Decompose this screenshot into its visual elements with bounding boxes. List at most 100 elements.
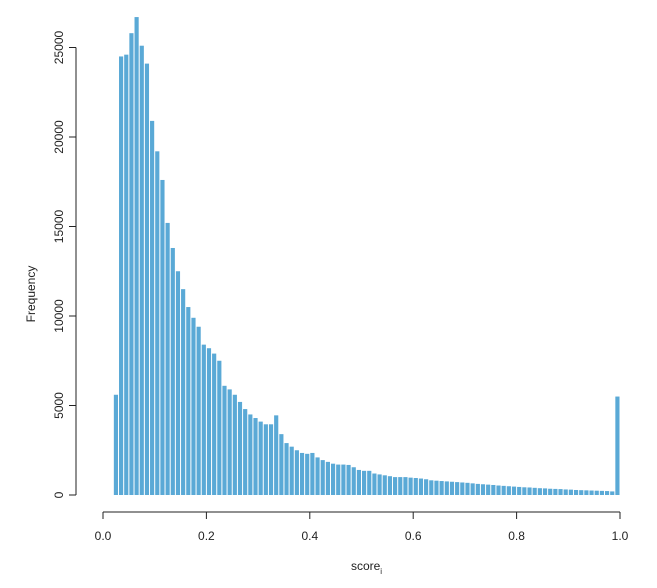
histogram-bar xyxy=(289,446,294,495)
y-tick-label: 10000 xyxy=(52,299,66,333)
histogram-bar xyxy=(403,477,408,495)
x-axis: 0.0 0.2 0.4 0.6 0.8 1.0 scorei xyxy=(95,511,629,576)
histogram-bar xyxy=(253,418,258,495)
histogram-bar xyxy=(341,464,346,495)
histogram-bar xyxy=(424,479,429,495)
histogram-bar xyxy=(517,486,522,495)
histogram-bar xyxy=(522,487,527,495)
histogram-bar xyxy=(186,307,191,495)
histogram-bar xyxy=(444,481,449,495)
x-tick-label: 0.2 xyxy=(198,529,215,543)
histogram-bar xyxy=(119,56,124,495)
y-tick-label: 25000 xyxy=(52,30,66,64)
histogram-bar xyxy=(330,463,336,495)
histogram-bars xyxy=(113,17,620,496)
histogram-bar xyxy=(217,360,222,495)
histogram-bar xyxy=(465,482,470,495)
histogram-bar xyxy=(460,482,465,495)
histogram-bar xyxy=(413,478,418,495)
x-axis-title: scorei xyxy=(351,559,382,576)
y-axis-ticks: 0 5000 10000 15000 20000 25000 xyxy=(52,30,76,498)
histogram-bar xyxy=(155,151,160,495)
histogram-bar xyxy=(263,424,268,495)
histogram-bar xyxy=(222,385,227,495)
histogram-bar xyxy=(408,477,413,495)
x-tick-label: 0.0 xyxy=(95,529,112,543)
histogram-bar xyxy=(139,45,144,496)
histogram-bar xyxy=(165,222,170,496)
histogram-bar xyxy=(511,486,517,495)
histogram-bar xyxy=(558,489,563,495)
y-tick-label: 0 xyxy=(52,491,66,498)
histogram-bar xyxy=(491,484,496,495)
histogram-bar xyxy=(470,483,475,495)
histogram-bar xyxy=(305,453,310,495)
histogram-bar xyxy=(175,271,181,495)
histogram-bar xyxy=(486,484,491,495)
histogram-bar xyxy=(475,483,480,495)
histogram-bar xyxy=(201,344,206,495)
histogram-bar xyxy=(449,481,455,495)
histogram-bar xyxy=(501,485,506,495)
x-tick-label: 0.8 xyxy=(508,529,525,543)
histogram-bar xyxy=(315,457,320,495)
histogram-bar xyxy=(206,348,212,495)
histogram-bar xyxy=(227,389,232,495)
histogram-bar xyxy=(372,473,377,495)
histogram-bar xyxy=(398,477,403,495)
histogram-bar xyxy=(439,481,444,495)
histogram-bar xyxy=(232,394,237,495)
histogram-bar xyxy=(258,421,263,495)
histogram-bar xyxy=(181,289,186,495)
histogram-bar xyxy=(170,247,175,495)
histogram-bar xyxy=(274,415,279,496)
histogram-bar xyxy=(367,470,372,495)
histogram-bar xyxy=(268,424,274,495)
histogram-bar xyxy=(124,54,129,495)
histogram-bar xyxy=(563,489,568,495)
histogram-bar xyxy=(351,467,356,495)
histogram-bar xyxy=(537,488,542,495)
histogram-bar xyxy=(455,482,460,495)
histogram-bar xyxy=(320,460,325,496)
y-tick-label: 5000 xyxy=(52,392,66,419)
histogram-bar xyxy=(604,491,610,495)
x-tick-label: 0.6 xyxy=(405,529,422,543)
histogram-bar xyxy=(568,489,573,495)
histogram-bar xyxy=(336,464,341,495)
y-axis: 0 5000 10000 15000 20000 25000 Frequency xyxy=(24,30,77,498)
histogram-bar xyxy=(237,401,243,495)
histogram-bar xyxy=(527,487,532,495)
histogram-bar xyxy=(393,477,398,495)
histogram-bar xyxy=(196,326,201,495)
histogram-bar xyxy=(310,452,315,495)
histogram-bar xyxy=(113,394,119,495)
histogram-bar xyxy=(387,476,393,495)
histogram-bar xyxy=(299,452,305,495)
histogram-bar xyxy=(542,488,548,495)
histogram-bar xyxy=(191,317,196,495)
y-axis-title: Frequency xyxy=(24,266,38,323)
histogram-bar xyxy=(434,480,439,495)
histogram-bar xyxy=(134,17,139,495)
x-tick-label: 1.0 xyxy=(612,529,629,543)
histogram-bar xyxy=(284,443,289,495)
histogram-bar xyxy=(129,33,134,496)
histogram-bar xyxy=(279,434,284,495)
x-tick-label: 0.4 xyxy=(301,529,318,543)
x-axis-title-main: score xyxy=(351,559,381,573)
histogram-bar xyxy=(150,120,155,495)
histogram-bar xyxy=(496,485,501,495)
histogram-bar xyxy=(506,486,511,495)
histogram-bar xyxy=(418,478,424,495)
histogram-bar xyxy=(599,490,604,495)
histogram-bar xyxy=(294,450,299,495)
histogram-bar xyxy=(377,474,382,496)
histogram-bar xyxy=(160,179,165,495)
histogram-bar xyxy=(325,461,330,495)
histogram-bar xyxy=(579,490,584,495)
x-axis-title-subscript: i xyxy=(380,567,382,576)
histogram-bar xyxy=(610,491,615,495)
y-tick-label: 20000 xyxy=(52,120,66,154)
